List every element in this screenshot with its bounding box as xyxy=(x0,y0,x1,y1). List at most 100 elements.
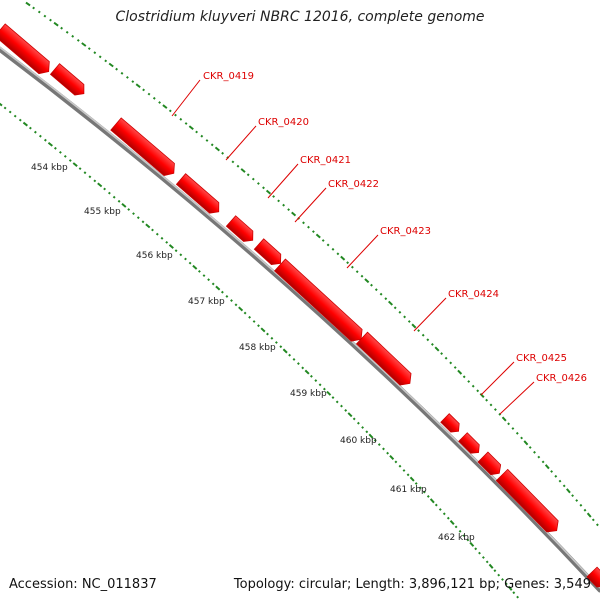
gene-arrow[interactable] xyxy=(355,331,415,389)
scale-minor-dot xyxy=(60,26,63,30)
scale-tick-label: 455 kbp xyxy=(84,207,121,217)
scale-minor-dot xyxy=(179,117,183,121)
scale-minor-dot xyxy=(270,336,274,340)
scale-major-tick xyxy=(121,203,127,208)
scale-minor-dot xyxy=(426,338,430,342)
gene-arrow[interactable] xyxy=(225,215,257,246)
accession-label: Accession: NC_011837 xyxy=(9,577,157,592)
scale-minor-dot xyxy=(127,208,131,211)
scale-major-tick xyxy=(72,162,78,167)
gene-label-ckr-0422[interactable]: CKR_0422 xyxy=(328,179,379,190)
scale-minor-dot xyxy=(361,426,365,429)
scale-minor-dot xyxy=(365,430,369,434)
scale-minor-dot xyxy=(205,139,209,142)
gene-label-ckr-0423[interactable]: CKR_0423 xyxy=(380,226,431,237)
scale-minor-dot xyxy=(266,332,269,336)
scale-minor-dot xyxy=(311,230,315,234)
scale-minor-dot xyxy=(386,451,390,455)
scale-minor-dot xyxy=(474,547,478,551)
scale-minor-dot xyxy=(93,179,97,183)
scale-minor-dot xyxy=(421,333,425,337)
scale-minor-dot xyxy=(112,195,116,199)
gene-arrow[interactable] xyxy=(495,468,562,536)
scale-minor-dot xyxy=(3,106,7,110)
scale-minor-dot xyxy=(210,143,214,147)
scale-minor-dot xyxy=(272,195,276,198)
scale-minor-dot xyxy=(541,460,545,464)
gene-label-ckr-0425[interactable]: CKR_0425 xyxy=(516,353,567,364)
scale-minor-dot xyxy=(243,311,247,315)
gene-arrow[interactable] xyxy=(110,117,179,180)
scale-minor-dot xyxy=(147,92,151,96)
scale-major-tick xyxy=(429,498,435,504)
gene-arrow[interactable] xyxy=(49,63,88,99)
scale-major-tick xyxy=(501,416,507,422)
scale-minor-dot xyxy=(274,341,278,344)
scale-minor-dot xyxy=(184,257,187,261)
gene-arrow[interactable] xyxy=(274,258,367,345)
scale-major-tick xyxy=(265,189,272,195)
scale-minor-dot xyxy=(373,438,377,442)
scale-minor-dot xyxy=(37,10,41,14)
gene-arrow[interactable] xyxy=(0,23,54,78)
scale-minor-dot xyxy=(402,469,406,472)
gene-label-ckr-0424[interactable]: CKR_0424 xyxy=(448,289,499,300)
scale-minor-dot xyxy=(406,473,410,477)
scale-major-tick xyxy=(347,412,353,418)
scale-minor-dot xyxy=(302,221,305,225)
scale-minor-dot xyxy=(236,164,240,168)
scale-minor-dot xyxy=(160,236,164,240)
scale-minor-dot xyxy=(314,379,318,383)
scale-minor-dot xyxy=(104,59,108,63)
scale-minor-dot xyxy=(350,265,354,269)
scale-minor-dot xyxy=(98,55,102,59)
scale-tick-label: 457 kbp xyxy=(188,297,225,307)
scale-major-tick xyxy=(135,83,141,89)
gene-label-ckr-0421[interactable]: CKR_0421 xyxy=(300,155,351,166)
gene-arrow[interactable] xyxy=(477,451,504,478)
scale-minor-dot xyxy=(481,556,485,559)
scale-minor-dot xyxy=(282,203,286,207)
scale-minor-dot xyxy=(301,366,305,370)
scale-minor-dot xyxy=(321,239,325,242)
scale-minor-dot xyxy=(417,329,421,333)
gene-arrow[interactable] xyxy=(253,238,285,269)
scale-minor-dot xyxy=(430,342,434,346)
scale-major-tick xyxy=(282,348,288,354)
scale-minor-dot xyxy=(309,374,313,378)
scale-major-tick xyxy=(340,255,346,261)
scale-minor-dot xyxy=(234,303,238,307)
scale-major-tick xyxy=(389,455,395,460)
scale-minor-dot xyxy=(287,208,291,212)
scale-major-tick xyxy=(240,168,246,173)
scale-minor-dot xyxy=(393,306,397,310)
scale-minor-dot xyxy=(279,345,283,349)
scale-minor-dot xyxy=(71,34,75,38)
gene-arrow[interactable] xyxy=(175,173,223,217)
scale-minor-dot xyxy=(379,292,383,296)
scale-major-tick xyxy=(214,146,220,152)
scale-major-tick xyxy=(566,488,571,494)
scale-minor-dot xyxy=(322,387,326,391)
scale-minor-dot xyxy=(13,114,17,118)
scale-major-tick xyxy=(168,244,174,249)
gene-label-ckr-0420[interactable]: CKR_0420 xyxy=(258,117,309,128)
gene-label-ckr-0419[interactable]: CKR_0419 xyxy=(203,71,254,82)
scale-minor-dot xyxy=(230,299,233,303)
gene-arrow[interactable] xyxy=(586,566,600,591)
scale-minor-dot xyxy=(493,569,497,573)
scale-minor-dot xyxy=(296,362,300,366)
scale-minor-dot xyxy=(370,283,373,287)
scale-major-tick xyxy=(22,121,28,127)
scale-minor-dot xyxy=(550,470,554,473)
scale-major-tick xyxy=(315,233,321,239)
scale-minor-dot xyxy=(398,464,402,468)
gene-arrow[interactable] xyxy=(440,413,463,436)
gene-label-ckr-0426[interactable]: CKR_0426 xyxy=(536,373,587,384)
scale-major-tick xyxy=(544,464,550,470)
gene-arrow[interactable] xyxy=(458,432,483,457)
scale-minor-dot xyxy=(18,118,22,122)
gene-labels: CKR_0419 CKR_0420 CKR_0421 CKR_0422 CKR_… xyxy=(203,71,587,384)
scale-minor-dot xyxy=(248,315,252,319)
